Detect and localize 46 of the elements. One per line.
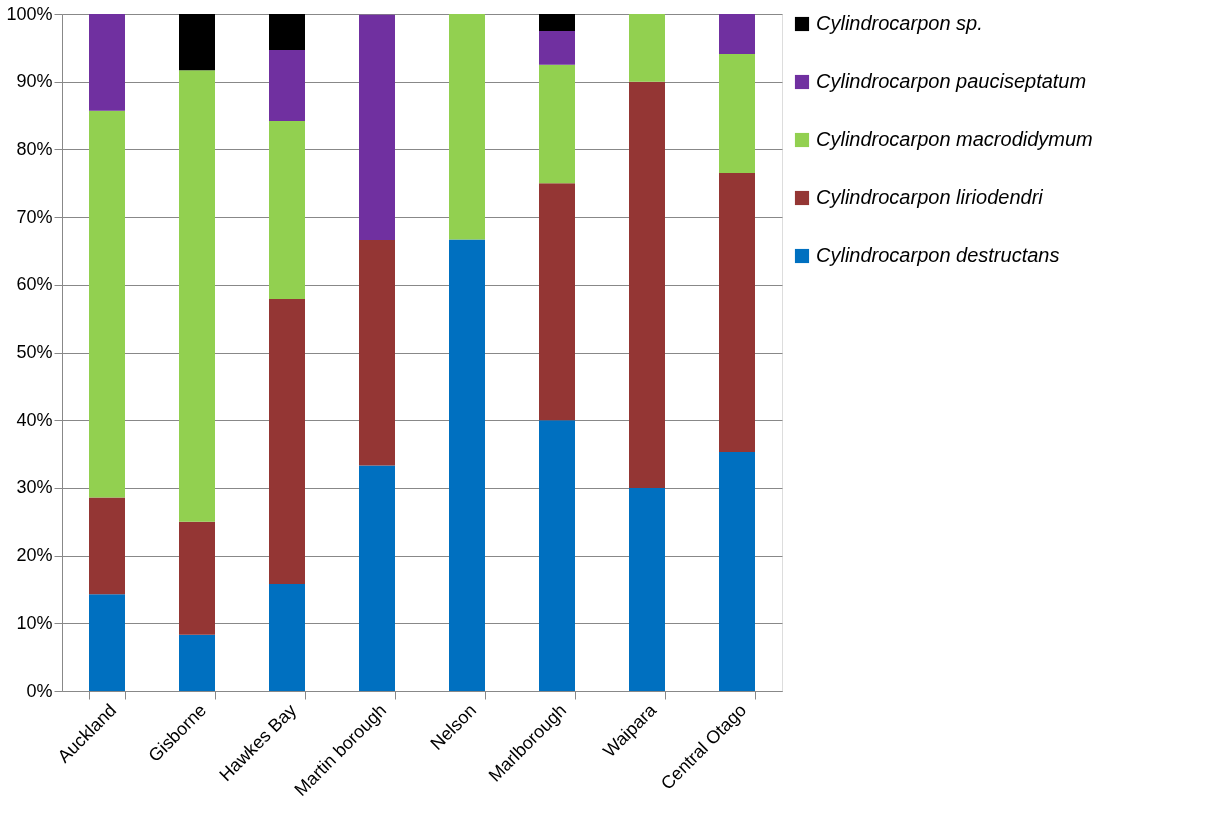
legend-label: Cylindrocarpon destructans — [816, 244, 1060, 266]
bar — [719, 14, 755, 54]
bar — [89, 14, 125, 111]
bar — [539, 64, 575, 184]
y-tick-label: 40% — [16, 409, 53, 430]
y-tick-label: 90% — [16, 71, 53, 92]
bar — [719, 173, 755, 453]
bar — [269, 299, 305, 585]
y-tick-label: 100% — [6, 3, 53, 24]
y-tick-label: 50% — [16, 342, 53, 362]
bar — [719, 53, 755, 174]
y-tick-label: 80% — [16, 138, 53, 159]
bar — [719, 452, 755, 691]
bar — [269, 49, 305, 121]
bar — [539, 30, 575, 65]
y-tick-label: 0% — [26, 680, 53, 701]
y-tick-label: 20% — [16, 545, 53, 566]
bar — [449, 239, 485, 691]
bar — [629, 487, 665, 691]
y-tick-label: 30% — [16, 477, 53, 498]
bar — [269, 584, 305, 691]
bar — [179, 14, 215, 71]
bar — [269, 120, 305, 300]
bar — [449, 14, 485, 240]
bar — [89, 497, 125, 595]
bar — [539, 14, 575, 31]
y-tick-label: 10% — [16, 612, 53, 633]
legend-label: Cylindrocarpon pauciseptatum — [816, 70, 1087, 92]
y-tick-label: 70% — [16, 206, 53, 227]
bar — [359, 465, 395, 691]
bar — [539, 183, 575, 421]
bar — [179, 634, 215, 691]
legend-label: Cylindrocarpon sp. — [816, 12, 983, 34]
bar — [539, 420, 575, 691]
legend-label: Cylindrocarpon macrodidymum — [816, 128, 1093, 150]
bar — [89, 594, 125, 691]
bar — [629, 81, 665, 488]
bar — [179, 70, 215, 522]
bar — [359, 14, 395, 241]
bar — [179, 521, 215, 635]
legend-label: Cylindrocarpon liriodendri — [816, 186, 1044, 208]
bar — [269, 14, 305, 50]
bar — [89, 110, 125, 498]
bar — [629, 14, 665, 82]
y-tick-label: 60% — [16, 274, 53, 295]
bar — [359, 240, 395, 466]
